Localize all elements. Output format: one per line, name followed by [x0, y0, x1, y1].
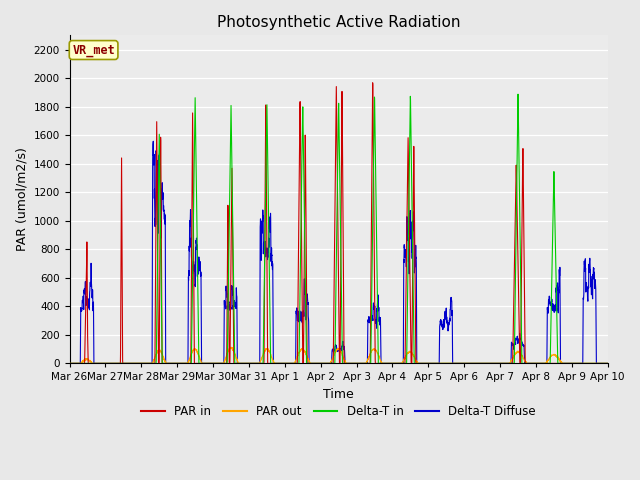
Legend: PAR in, PAR out, Delta-T in, Delta-T Diffuse: PAR in, PAR out, Delta-T in, Delta-T Dif…	[136, 401, 541, 423]
Text: VR_met: VR_met	[72, 44, 115, 57]
Title: Photosynthetic Active Radiation: Photosynthetic Active Radiation	[217, 15, 460, 30]
X-axis label: Time: Time	[323, 388, 354, 401]
Y-axis label: PAR (umol/m2/s): PAR (umol/m2/s)	[15, 147, 28, 252]
